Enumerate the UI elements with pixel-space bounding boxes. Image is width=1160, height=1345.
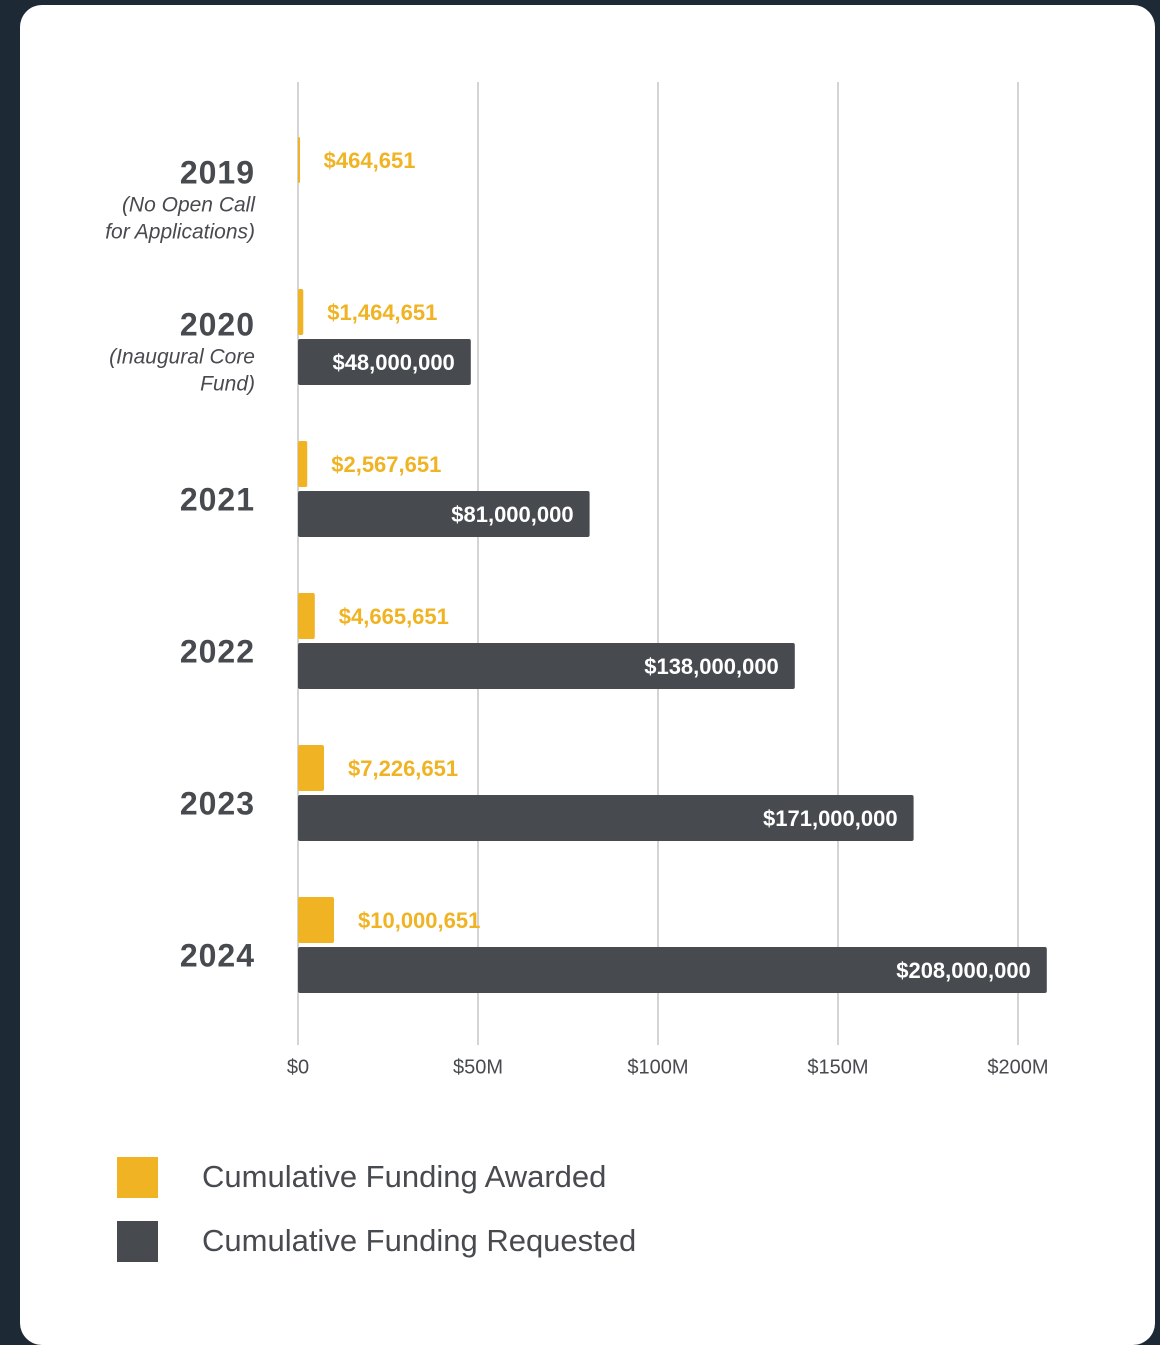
category-year: 2020: [179, 306, 255, 343]
category-label: 2022: [105, 634, 255, 671]
category-label: 2019 (No Open Call for Applications): [105, 155, 255, 246]
category-year: 2021: [179, 481, 255, 518]
bar: [298, 289, 304, 335]
value-label: $4,665,651: [339, 604, 449, 629]
value-label: $48,000,000: [332, 350, 454, 375]
category-label: 2024: [105, 938, 255, 975]
legend-label: Cumulative Funding Requested: [202, 1223, 636, 1258]
category-note: (No Open Call for Applications): [105, 193, 255, 244]
bar: [298, 643, 795, 689]
legend-swatch: [117, 1157, 158, 1198]
x-tick-label: $0: [287, 1056, 309, 1078]
value-label: $1,464,651: [327, 300, 437, 325]
value-label: $10,000,651: [358, 908, 480, 933]
bar: [298, 947, 1047, 993]
value-label: $81,000,000: [451, 502, 573, 527]
bar: [298, 897, 335, 943]
value-label: $138,000,000: [644, 654, 779, 679]
category-label: 2020 (Inaugural Core Fund): [105, 307, 255, 398]
value-label: $464,651: [324, 148, 416, 173]
category-year: 2024: [179, 937, 255, 974]
bar: [298, 339, 471, 385]
x-tick-label: $50M: [453, 1056, 503, 1078]
x-tick-label: $100M: [627, 1056, 688, 1078]
value-label: $171,000,000: [763, 806, 898, 831]
category-year: 2022: [179, 633, 255, 670]
category-note: (Inaugural Core Fund): [109, 345, 255, 396]
category-year: 2019: [179, 154, 255, 191]
bar: [298, 593, 315, 639]
x-tick-label: $150M: [807, 1056, 868, 1078]
legend-label: Cumulative Funding Awarded: [202, 1159, 606, 1194]
value-label: $7,226,651: [348, 756, 458, 781]
bar: [298, 795, 914, 841]
bar: [298, 137, 300, 183]
x-tick-label: $200M: [987, 1056, 1048, 1078]
bar: [298, 745, 325, 791]
category-year: 2023: [179, 785, 255, 822]
bar: [298, 491, 590, 537]
value-label: $208,000,000: [896, 958, 1031, 983]
value-label: $2,567,651: [331, 452, 441, 477]
legend-swatch: [117, 1221, 158, 1262]
category-label: 2023: [105, 786, 255, 823]
bar: [298, 441, 308, 487]
category-label: 2021: [105, 482, 255, 519]
